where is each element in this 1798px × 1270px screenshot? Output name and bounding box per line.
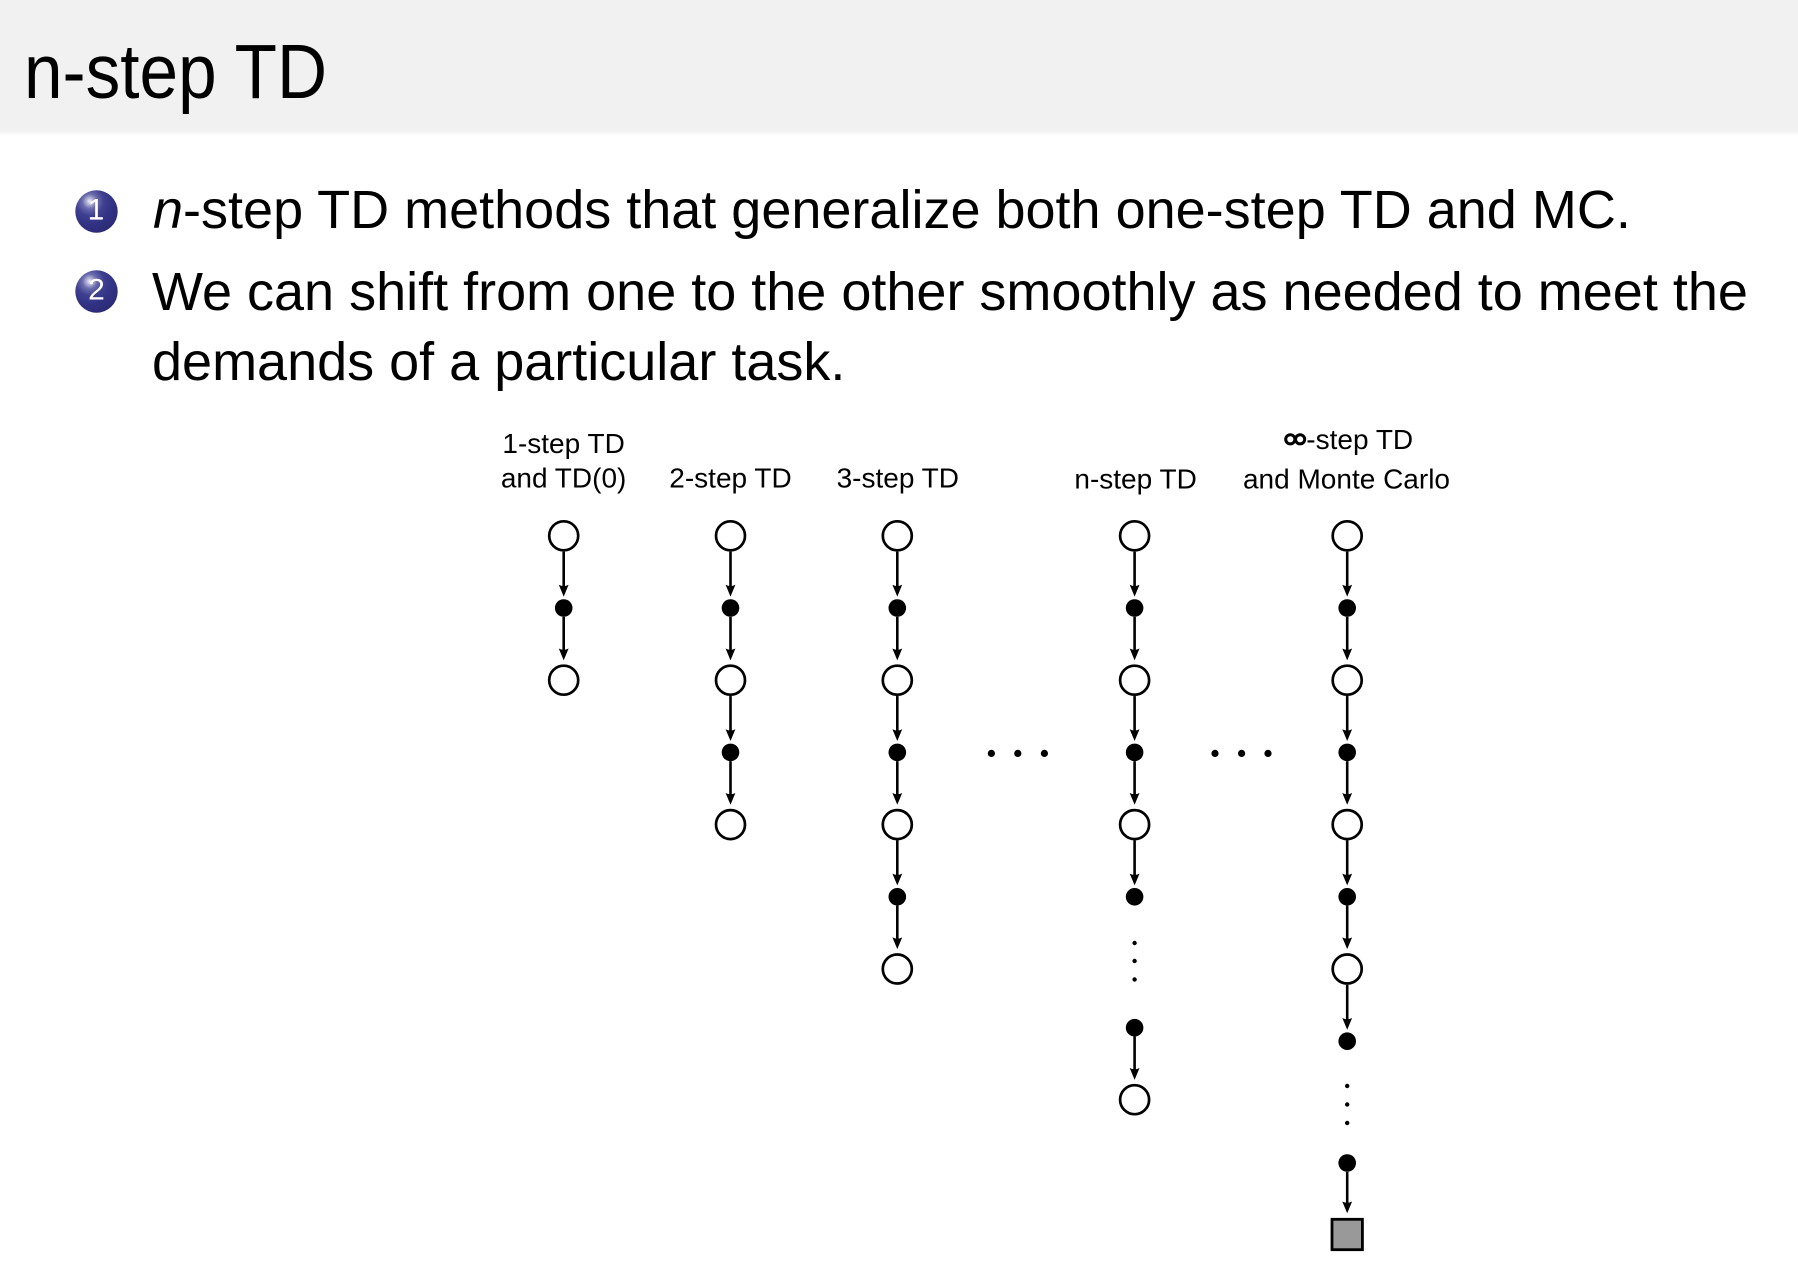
svg-text:2-step TD: 2-step TD bbox=[669, 463, 791, 494]
svg-text:2: 2 bbox=[88, 274, 105, 307]
svg-text:and TD(0): and TD(0) bbox=[501, 463, 627, 494]
svg-text:-step TD: -step TD bbox=[1306, 424, 1413, 455]
svg-text:1-step TD: 1-step TD bbox=[502, 428, 624, 459]
svg-text:3-step TD: 3-step TD bbox=[837, 463, 959, 494]
svg-text:n-step TD: n-step TD bbox=[1074, 464, 1196, 495]
svg-text:and Monte Carlo: and Monte Carlo bbox=[1243, 464, 1450, 495]
